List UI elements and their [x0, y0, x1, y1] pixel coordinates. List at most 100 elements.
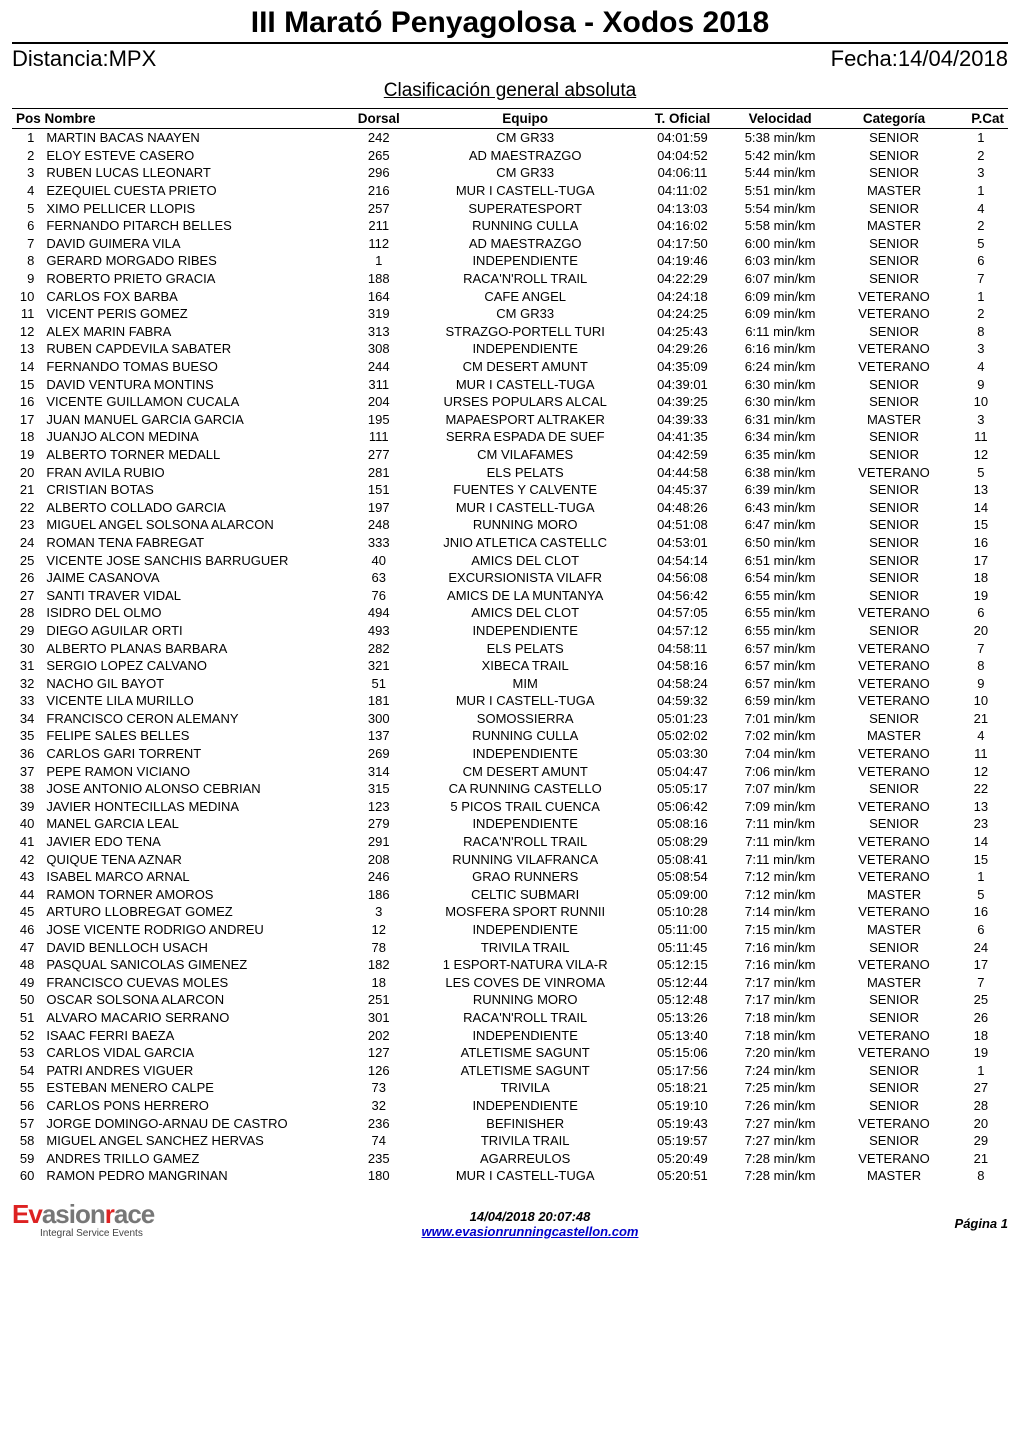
- cell-oficial: 04:06:11: [639, 164, 726, 182]
- cell-equipo: INDEPENDIENTE: [411, 1097, 639, 1115]
- cell-dorsal: 494: [346, 604, 411, 622]
- cell-categ: SENIOR: [834, 710, 953, 728]
- cell-oficial: 04:53:01: [639, 534, 726, 552]
- cell-pos: 22: [12, 498, 42, 516]
- table-row: 39JAVIER HONTECILLAS MEDINA1235 PICOS TR…: [12, 798, 1008, 816]
- cell-categ: VETERANO: [834, 340, 953, 358]
- cell-categ: MASTER: [834, 921, 953, 939]
- cell-categ: VETERANO: [834, 287, 953, 305]
- cell-categ: VETERANO: [834, 604, 953, 622]
- cell-oficial: 05:12:48: [639, 991, 726, 1009]
- cell-categ: VETERANO: [834, 868, 953, 886]
- cell-equipo: CM GR33: [411, 129, 639, 147]
- cell-oficial: 04:42:59: [639, 446, 726, 464]
- table-row: 6FERNANDO PITARCH BELLES211RUNNING CULLA…: [12, 217, 1008, 235]
- cell-categ: SENIOR: [834, 586, 953, 604]
- cell-pcat: 22: [954, 780, 1008, 798]
- cell-categ: VETERANO: [834, 1044, 953, 1062]
- cell-categ: SENIOR: [834, 551, 953, 569]
- cell-equipo: STRAZGO-PORTELL TURI: [411, 323, 639, 341]
- cell-pos: 57: [12, 1114, 42, 1132]
- cell-pos: 51: [12, 1009, 42, 1027]
- cell-pos: 48: [12, 956, 42, 974]
- cell-oficial: 04:58:16: [639, 657, 726, 675]
- cell-nombre: FRANCISCO CUEVAS MOLES: [42, 974, 346, 992]
- cell-veloc: 7:16 min/km: [726, 938, 834, 956]
- cell-categ: SENIOR: [834, 622, 953, 640]
- footer-url-link[interactable]: www.evasionrunningcastellon.com: [422, 1224, 639, 1239]
- cell-nombre: NACHO GIL BAYOT: [42, 674, 346, 692]
- cell-veloc: 6:57 min/km: [726, 674, 834, 692]
- cell-nombre: ALVARO MACARIO SERRANO: [42, 1009, 346, 1027]
- cell-equipo: ATLETISME SAGUNT: [411, 1044, 639, 1062]
- cell-veloc: 6:57 min/km: [726, 657, 834, 675]
- cell-veloc: 5:42 min/km: [726, 147, 834, 165]
- logo-part-2: asion: [42, 1199, 105, 1229]
- cell-categ: SENIOR: [834, 199, 953, 217]
- cell-pos: 14: [12, 358, 42, 376]
- cell-equipo: RUNNING CULLA: [411, 217, 639, 235]
- cell-dorsal: 180: [346, 1167, 411, 1185]
- cell-dorsal: 164: [346, 287, 411, 305]
- table-row: 14FERNANDO TOMAS BUESO244CM DESERT AMUNT…: [12, 358, 1008, 376]
- cell-dorsal: 308: [346, 340, 411, 358]
- cell-pos: 33: [12, 692, 42, 710]
- cell-pcat: 24: [954, 938, 1008, 956]
- date-value: 14/04/2018: [898, 46, 1008, 71]
- cell-veloc: 6:11 min/km: [726, 323, 834, 341]
- cell-pcat: 17: [954, 956, 1008, 974]
- cell-dorsal: 181: [346, 692, 411, 710]
- cell-pcat: 12: [954, 762, 1008, 780]
- cell-pcat: 1: [954, 868, 1008, 886]
- table-row: 10CARLOS FOX BARBA164CAFE ANGEL04:24:186…: [12, 287, 1008, 305]
- cell-nombre: SERGIO LOPEZ CALVANO: [42, 657, 346, 675]
- cell-equipo: CM DESERT AMUNT: [411, 358, 639, 376]
- cell-oficial: 05:11:00: [639, 921, 726, 939]
- cell-pos: 34: [12, 710, 42, 728]
- cell-dorsal: 333: [346, 534, 411, 552]
- col-header-pos: Pos: [16, 111, 41, 126]
- cell-veloc: 6:55 min/km: [726, 622, 834, 640]
- cell-veloc: 6:30 min/km: [726, 393, 834, 411]
- cell-pcat: 6: [954, 604, 1008, 622]
- table-row: 13RUBEN CAPDEVILA SABATER308INDEPENDIENT…: [12, 340, 1008, 358]
- cell-equipo: SOMOSSIERRA: [411, 710, 639, 728]
- cell-pos: 37: [12, 762, 42, 780]
- cell-oficial: 05:10:28: [639, 903, 726, 921]
- cell-categ: MASTER: [834, 411, 953, 429]
- cell-dorsal: 197: [346, 498, 411, 516]
- cell-pos: 54: [12, 1061, 42, 1079]
- cell-nombre: JAVIER HONTECILLAS MEDINA: [42, 798, 346, 816]
- cell-equipo: RUNNING VILAFRANCA: [411, 850, 639, 868]
- cell-veloc: 7:11 min/km: [726, 833, 834, 851]
- cell-nombre: CRISTIAN BOTAS: [42, 481, 346, 499]
- cell-categ: VETERANO: [834, 674, 953, 692]
- cell-equipo: CM DESERT AMUNT: [411, 762, 639, 780]
- cell-veloc: 6:35 min/km: [726, 446, 834, 464]
- cell-categ: VETERANO: [834, 692, 953, 710]
- cell-equipo: MIM: [411, 674, 639, 692]
- classification-subtitle: Clasificación general absoluta: [12, 80, 1008, 102]
- cell-pcat: 2: [954, 217, 1008, 235]
- cell-nombre: CARLOS FOX BARBA: [42, 287, 346, 305]
- cell-dorsal: 251: [346, 991, 411, 1009]
- table-row: 42QUIQUE TENA AZNAR208RUNNING VILAFRANCA…: [12, 850, 1008, 868]
- cell-pcat: 12: [954, 446, 1008, 464]
- cell-nombre: VICENTE GUILLAMON CUCALA: [42, 393, 346, 411]
- logo-tagline: Integral Service Events: [40, 1228, 192, 1239]
- cell-veloc: 7:07 min/km: [726, 780, 834, 798]
- cell-oficial: 04:39:25: [639, 393, 726, 411]
- cell-equipo: MUR I CASTELL-TUGA: [411, 1167, 639, 1185]
- table-row: 37PEPE RAMON VICIANO314CM DESERT AMUNT05…: [12, 762, 1008, 780]
- cell-categ: VETERANO: [834, 745, 953, 763]
- cell-dorsal: 195: [346, 411, 411, 429]
- cell-dorsal: 186: [346, 886, 411, 904]
- cell-veloc: 5:44 min/km: [726, 164, 834, 182]
- cell-veloc: 5:51 min/km: [726, 182, 834, 200]
- table-row: 17JUAN MANUEL GARCIA GARCIA195MAPAESPORT…: [12, 411, 1008, 429]
- cell-equipo: 5 PICOS TRAIL CUENCA: [411, 798, 639, 816]
- cell-categ: VETERANO: [834, 798, 953, 816]
- cell-pcat: 21: [954, 1149, 1008, 1167]
- cell-pcat: 4: [954, 199, 1008, 217]
- cell-oficial: 05:08:16: [639, 815, 726, 833]
